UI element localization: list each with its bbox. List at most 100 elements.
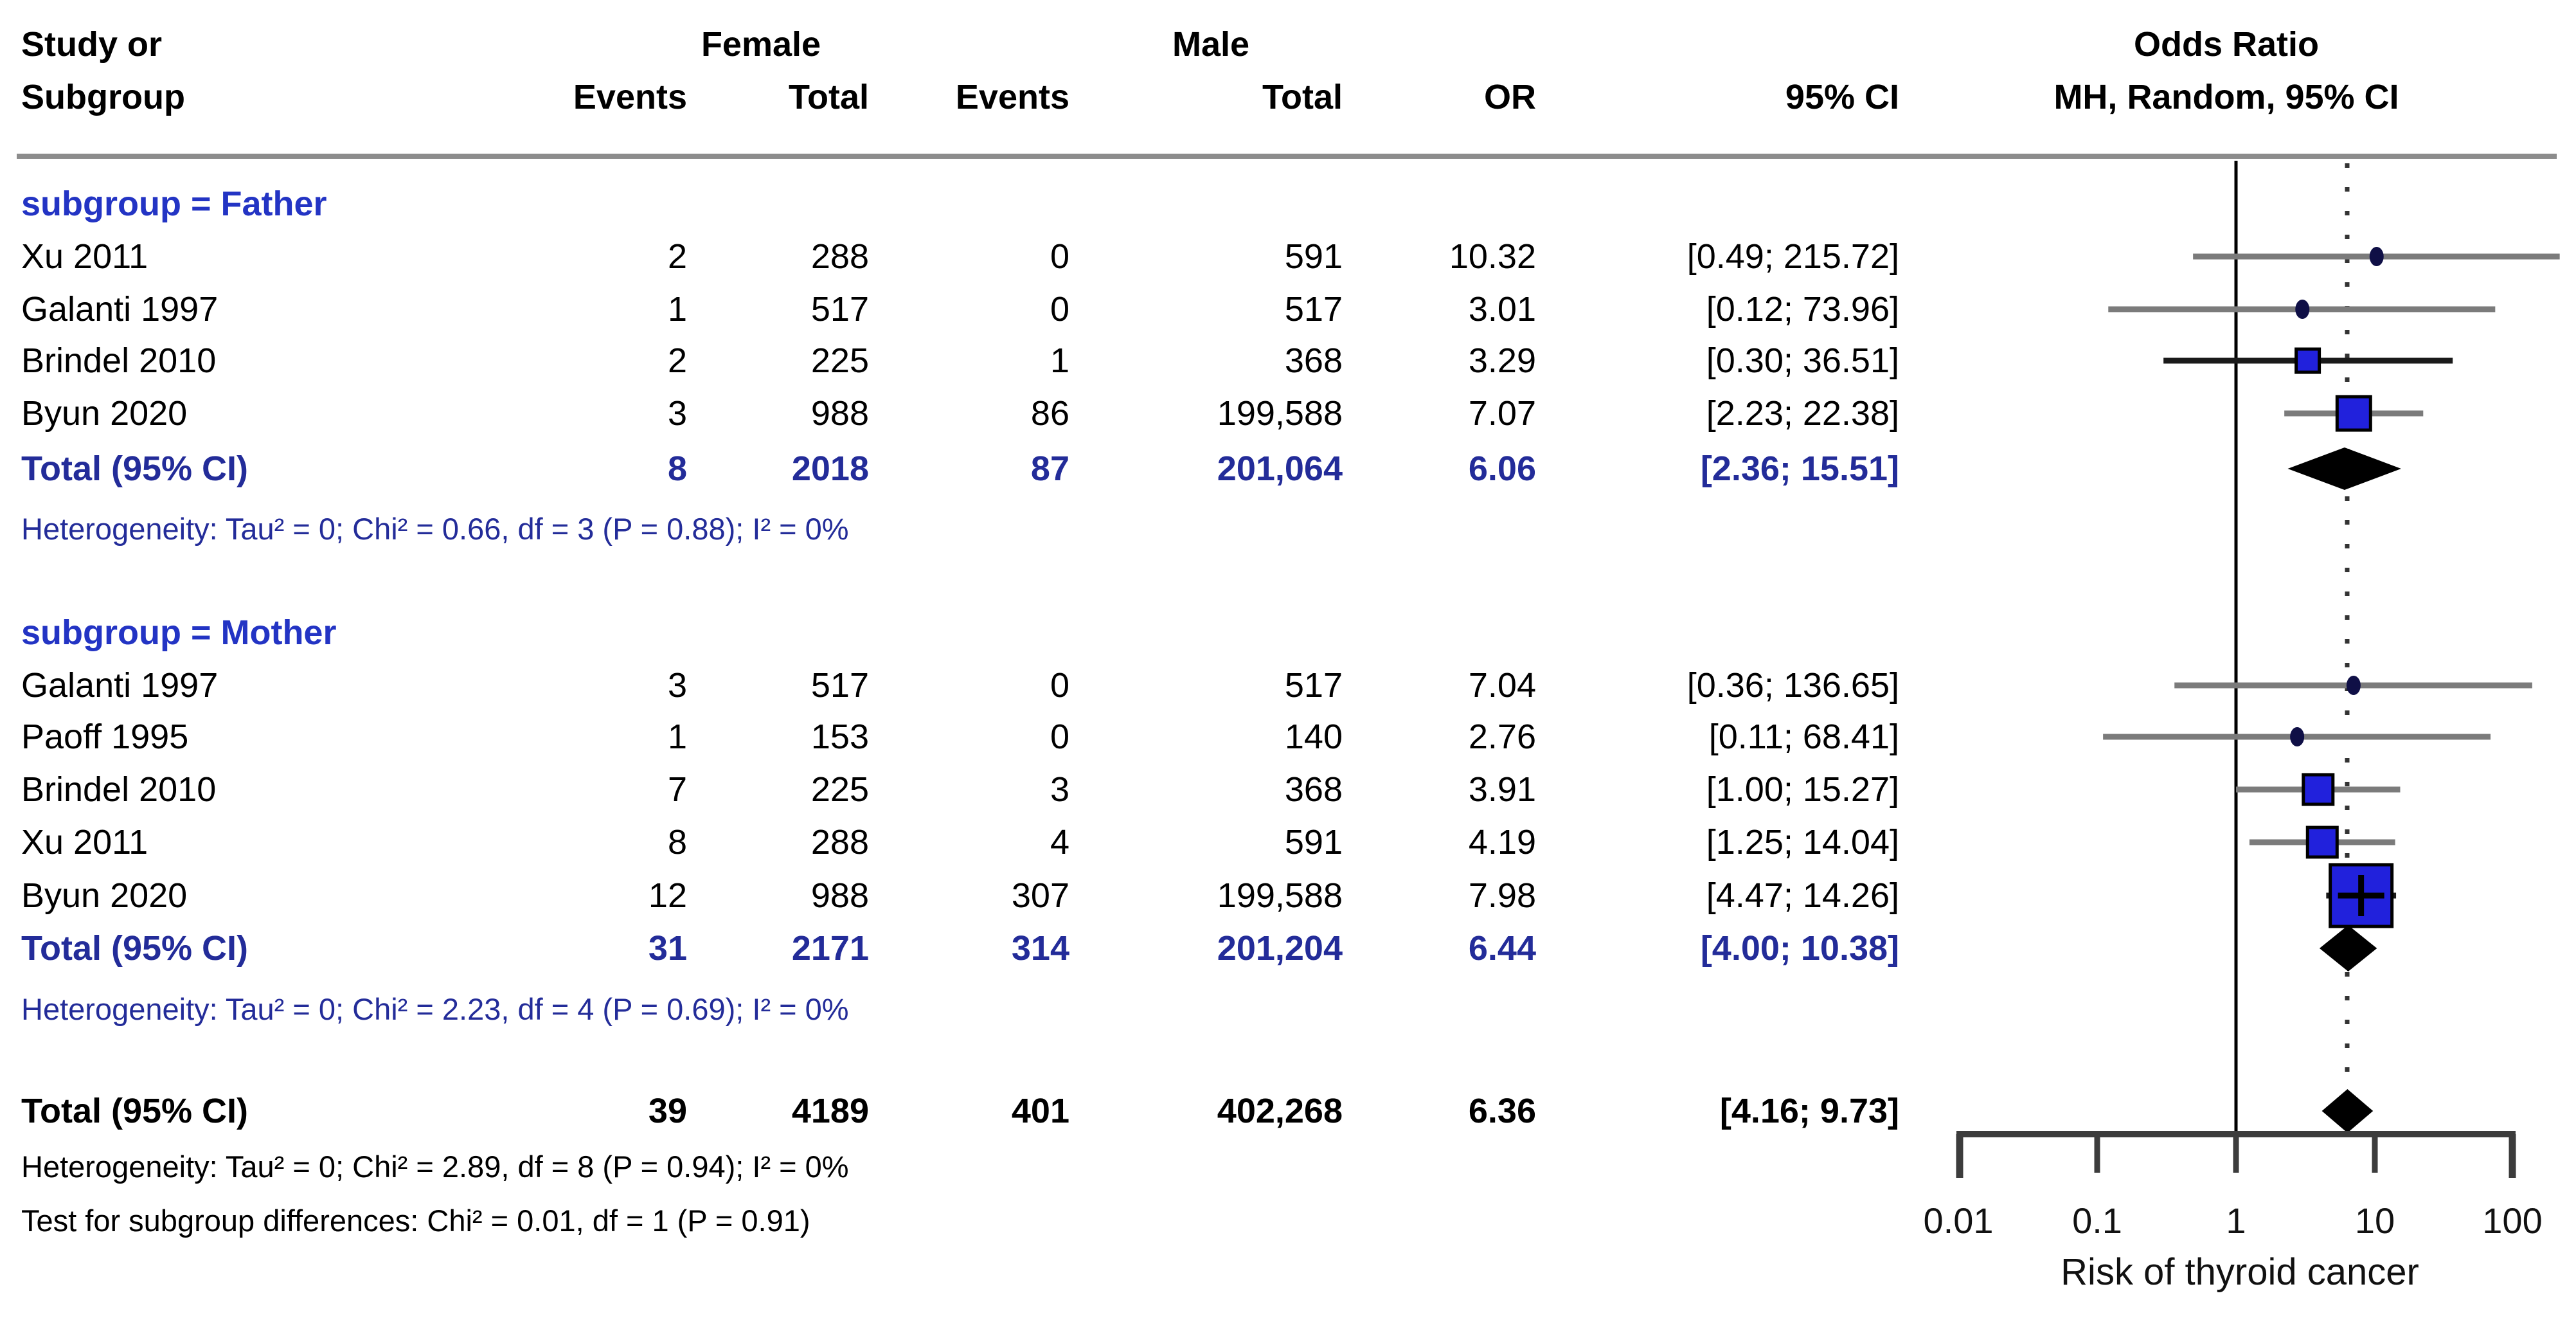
female-total-cell: 153 xyxy=(810,718,869,756)
x-tick-label: 0.01 xyxy=(1924,1200,1994,1241)
x-tick-label: 1 xyxy=(2226,1200,2246,1241)
heterogeneity-mother: Heterogeneity: Tau² = 0; Chi² = 2.23, df… xyxy=(21,992,849,1026)
female-total-cell: 988 xyxy=(810,876,869,915)
or-cell: 4.19 xyxy=(1468,823,1536,862)
subtotal-row-mother: Total (95% CI) 31 2171 314 201,204 6.44 … xyxy=(0,927,2576,970)
plot-marks xyxy=(2103,247,2560,1133)
or-cell: 7.98 xyxy=(1468,876,1536,915)
or-cell: 3.29 xyxy=(1468,341,1536,380)
x-tick-label: 100 xyxy=(2482,1200,2542,1241)
male-total-cell: 368 xyxy=(1284,770,1343,809)
female-total-cell: 288 xyxy=(810,237,869,276)
header-male-events: Events xyxy=(955,78,1069,116)
study-row-father-brindel2010: Brindel 2010 2 225 1 368 3.29 [0.30; 36.… xyxy=(0,339,2576,382)
male-events-cell: 86 xyxy=(1030,394,1069,433)
total-label: Total (95% CI) xyxy=(21,449,249,488)
male-total-cell: 199,588 xyxy=(1217,876,1343,915)
female-total-cell: 517 xyxy=(810,666,869,705)
subtotal-row-father: Total (95% CI) 8 2018 87 201,064 6.06 [2… xyxy=(0,447,2576,490)
ci-cell: [0.12; 73.96] xyxy=(1706,290,1899,329)
header-mh-random: MH, Random, 95% CI xyxy=(2053,78,2399,116)
male-total-cell: 140 xyxy=(1284,718,1343,756)
male-total-cell: 591 xyxy=(1284,823,1343,862)
header-female-events: Events xyxy=(573,78,687,116)
male-total-cell: 199,588 xyxy=(1217,394,1343,433)
study-label: Brindel 2010 xyxy=(21,341,217,380)
or-cell: 6.36 xyxy=(1468,1092,1536,1130)
female-total-cell: 288 xyxy=(810,823,869,862)
ci-cell: [4.16; 9.73] xyxy=(1719,1092,1899,1130)
subgroup-diamond xyxy=(2287,447,2401,490)
female-total-cell: 225 xyxy=(810,341,869,380)
male-total-cell: 402,268 xyxy=(1217,1092,1343,1130)
male-events-cell: 0 xyxy=(1050,237,1069,276)
study-label: Xu 2011 xyxy=(21,237,148,276)
male-events-cell: 87 xyxy=(1030,449,1069,488)
header-female: Female xyxy=(701,25,821,64)
subgroup-difference-test: Test for subgroup differences: Chi² = 0.… xyxy=(21,1204,810,1238)
female-total-cell: 988 xyxy=(810,394,869,433)
total-label: Total (95% CI) xyxy=(21,1092,249,1130)
study-label: Paoff 1995 xyxy=(21,718,189,756)
male-total-cell: 517 xyxy=(1284,666,1343,705)
study-label: Brindel 2010 xyxy=(21,770,217,809)
subgroup-header-father: subgroup = Father xyxy=(21,185,327,223)
ci-cell: [4.47; 14.26] xyxy=(1706,876,1899,915)
total-row-overall: Total (95% CI) 39 4189 401 402,268 6.36 … xyxy=(0,1090,2576,1132)
point-estimate-dot xyxy=(2369,247,2384,266)
or-cell: 2.76 xyxy=(1468,718,1536,756)
female-events-cell: 1 xyxy=(667,290,687,329)
ci-cell: [2.23; 22.38] xyxy=(1706,394,1899,433)
male-events-cell: 3 xyxy=(1050,770,1069,809)
x-axis-title: Risk of thyroid cancer xyxy=(2061,1251,2419,1293)
x-tick-label: 0.1 xyxy=(2072,1200,2122,1241)
ci-cell: [2.36; 15.51] xyxy=(1700,449,1899,488)
header-study-line1: Study or xyxy=(21,25,163,64)
female-events-cell: 3 xyxy=(667,666,687,705)
header-row-1: Study or Female Male Odds Ratio xyxy=(0,23,2576,66)
male-total-cell: 368 xyxy=(1284,341,1343,380)
male-events-cell: 307 xyxy=(1011,876,1069,915)
study-row-mother-brindel2010: Brindel 2010 7 225 3 368 3.91 [1.00; 15.… xyxy=(0,768,2576,811)
male-events-cell: 0 xyxy=(1050,666,1069,705)
header-or: OR xyxy=(1484,78,1536,116)
point-estimate-square xyxy=(2335,395,2372,432)
female-total-cell: 2171 xyxy=(791,929,869,968)
ci-cell: [0.30; 36.51] xyxy=(1706,341,1899,380)
female-total-cell: 2018 xyxy=(791,449,869,488)
header-male: Male xyxy=(1172,25,1250,64)
study-label: Byun 2020 xyxy=(21,876,188,915)
ci-cell: [4.00; 10.38] xyxy=(1700,929,1899,968)
female-total-cell: 517 xyxy=(810,290,869,329)
overall-diamond xyxy=(2321,1089,2374,1133)
male-total-cell: 517 xyxy=(1284,290,1343,329)
female-events-cell: 2 xyxy=(667,237,687,276)
or-cell: 10.32 xyxy=(1449,237,1536,276)
ci-cell: [0.36; 136.65] xyxy=(1686,666,1899,705)
male-total-cell: 591 xyxy=(1284,237,1343,276)
study-row-mother-galanti1997: Galanti 1997 3 517 0 517 7.04 [0.36; 136… xyxy=(0,664,2576,707)
female-events-cell: 12 xyxy=(648,876,687,915)
header-female-total: Total xyxy=(789,78,869,116)
point-estimate-square xyxy=(2294,347,2321,374)
male-events-cell: 1 xyxy=(1050,341,1069,380)
female-events-cell: 3 xyxy=(667,394,687,433)
header-ci: 95% CI xyxy=(1785,78,1899,116)
study-row-father-xu2011: Xu 2011 2 288 0 591 10.32 [0.49; 215.72] xyxy=(0,235,2576,278)
study-row-mother-paoff1995: Paoff 1995 1 153 0 140 2.76 [0.11; 68.41… xyxy=(0,716,2576,758)
female-events-cell: 7 xyxy=(667,770,687,809)
total-label: Total (95% CI) xyxy=(21,929,249,968)
subgroup-header-mother: subgroup = Mother xyxy=(21,613,337,652)
study-row-mother-byun2020: Byun 2020 12 988 307 199,588 7.98 [4.47;… xyxy=(0,874,2576,917)
point-estimate-square xyxy=(2305,826,2339,859)
study-row-father-byun2020: Byun 2020 3 988 86 199,588 7.07 [2.23; 2… xyxy=(0,392,2576,435)
male-events-cell: 0 xyxy=(1050,718,1069,756)
study-row-mother-xu2011: Xu 2011 8 288 4 591 4.19 [1.25; 14.04] xyxy=(0,821,2576,863)
study-label: Galanti 1997 xyxy=(21,666,219,705)
ci-cell: [1.25; 14.04] xyxy=(1706,823,1899,862)
header-odds-ratio: Odds Ratio xyxy=(2133,25,2319,64)
or-cell: 7.04 xyxy=(1468,666,1536,705)
or-cell: 6.06 xyxy=(1468,449,1536,488)
